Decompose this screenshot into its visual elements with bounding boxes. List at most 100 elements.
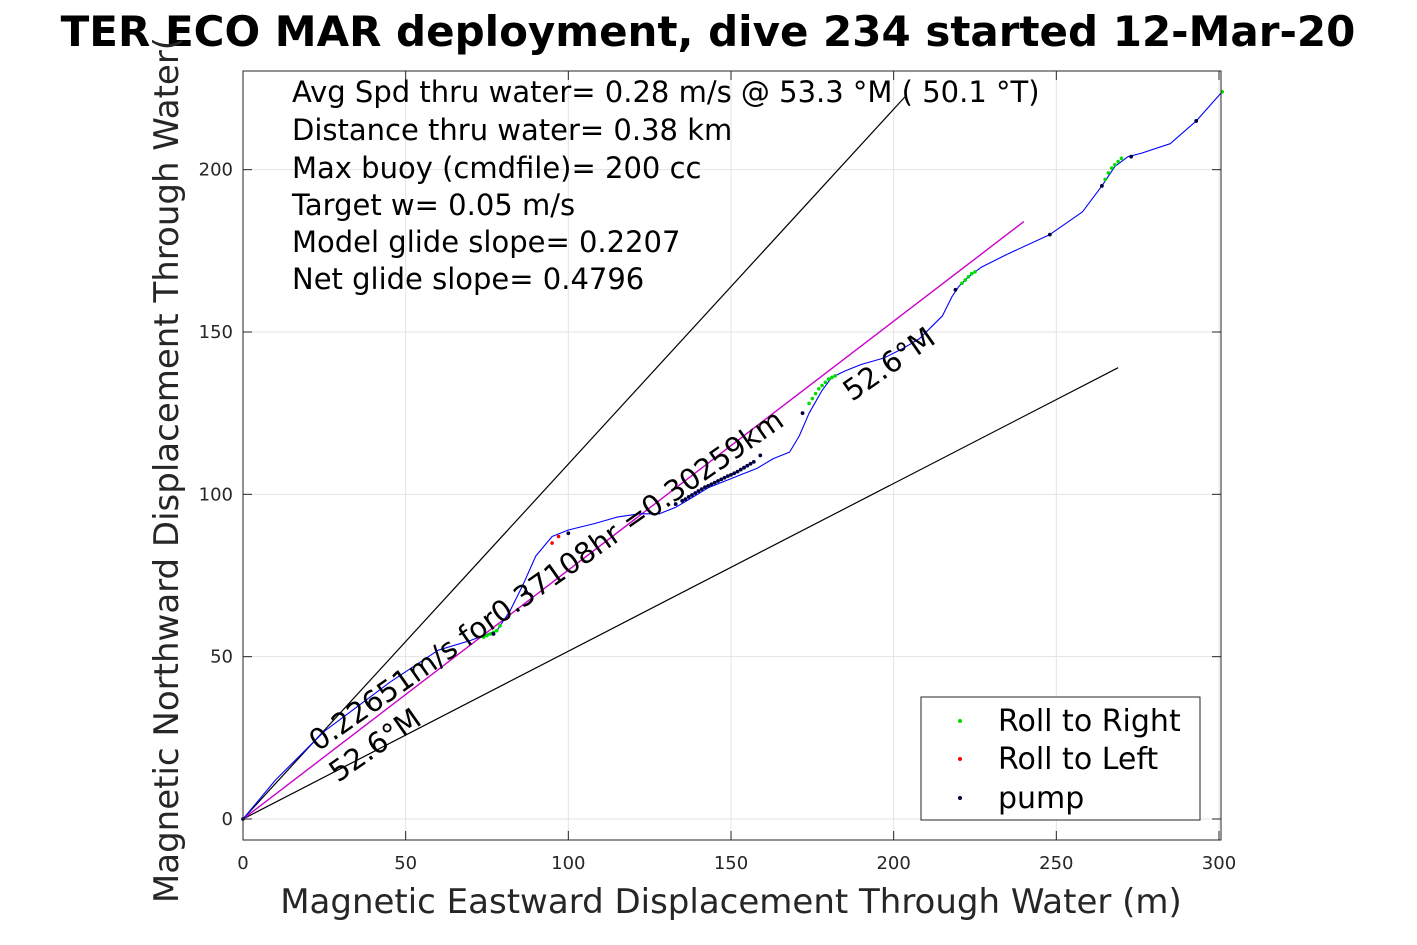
y-tick-label: 150 [199,322,233,343]
roll-right-point [966,275,971,279]
pump-point [735,469,740,474]
pump-point [729,472,733,477]
pump-point [703,485,707,490]
pump-point [706,483,711,488]
roll-right-point [960,281,964,286]
x-tick-label: 0 [237,853,248,874]
legend-marker-roll-right [958,719,962,723]
pump-point [722,475,727,480]
envelope-line [242,94,908,820]
track-line [242,91,1223,820]
pump-point [1129,154,1134,159]
legend-marker-roll-left [958,757,962,761]
axis-ticks: 0 50 100 150 200 250 300 0 50 100 150 200 [199,71,1236,874]
pump-point [690,493,694,497]
x-tick-label: 150 [714,853,748,874]
info-text-block: Avg Spd thru water= 0.28 m/s @ 53.3 °M (… [291,75,1040,296]
pump-point [719,477,724,482]
roll-right-point [963,278,968,282]
roll-left-point [556,534,561,539]
y-tick-label: 100 [199,484,233,505]
roll-right-point [807,401,811,406]
plot-frame [242,70,1222,841]
legend: Roll to Right Roll to Left pump [920,696,1201,821]
pump-point [745,463,750,468]
y-axis-label: Magnetic Northward Displacement Through … [147,37,187,903]
info-line: Target w= 0.05 m/s [291,188,575,222]
pump-point [732,471,737,476]
chart-title: TER ECO MAR deployment, dive 234 started… [61,7,1356,56]
pump-point [1099,183,1104,188]
pump-point [699,487,704,492]
roll-right-point [1116,159,1120,164]
pump-point [800,411,805,416]
roll-right-point [823,380,828,385]
heading-line [242,221,1025,820]
pump-point [751,459,756,464]
roll-right-point [481,635,486,639]
legend-box [920,696,1201,821]
roll-right-point [1113,162,1117,167]
pump-point [716,479,720,483]
roll-right-point [973,270,977,274]
y-tick-label: 50 [210,647,233,668]
pump-point [748,461,753,466]
roll-right-point [833,374,837,378]
envelope-line [242,367,1119,820]
x-tick-label: 100 [551,853,585,874]
x-axis-label: Magnetic Eastward Displacement Through W… [280,882,1182,922]
roll-right-point [498,624,502,628]
pump-point [696,489,701,493]
pump-point [758,453,763,458]
roll-right-point [1106,171,1111,175]
roll-right-point [826,377,831,381]
roll-right-point [1119,156,1124,161]
pump-point [742,465,746,470]
pump-point [693,491,698,495]
pump-point [673,502,678,506]
pump-point [738,467,743,472]
pump-point [1194,119,1199,123]
info-line: Model glide slope= 0.2207 [292,225,680,259]
pump-point [709,482,714,487]
info-line: Distance thru water= 0.38 km [292,113,732,147]
legend-label: Roll to Right [998,704,1181,739]
roll-left-point [550,541,554,545]
roll-right-point [1103,177,1107,182]
pump-point [680,498,685,503]
pump-point [683,497,688,502]
pump-point [566,531,571,536]
roll-right-point [820,383,824,388]
roll-right-point [817,387,821,391]
roll-right-point [485,633,489,638]
info-line: Max buoy (cmdfile)= 200 cc [292,151,701,185]
roll-right-point [813,391,818,396]
pump-point [1047,232,1052,237]
roll-right-point [488,632,493,636]
legend-label: pump [998,781,1084,816]
pump-point [686,495,691,499]
y-tick-label: 200 [199,160,233,181]
envelope-lines [242,94,1119,820]
legend-label: Roll to Left [998,742,1158,777]
x-tick-label: 250 [1039,853,1073,874]
roll-right-point [494,628,499,633]
info-line: Avg Spd thru water= 0.28 m/s @ 53.3 °M (… [292,75,1040,109]
track-series [242,91,1223,820]
pump-point [491,632,496,636]
pump-point [953,287,958,292]
info-line: Net glide slope= 0.4796 [292,262,644,296]
markers [241,89,1225,821]
grid [242,71,1221,840]
x-tick-label: 300 [1202,853,1236,874]
roll-right-point [810,396,815,401]
pump-point [712,480,717,485]
roll-right-point [1109,166,1114,170]
x-tick-label: 50 [394,853,417,874]
y-tick-label: 0 [222,809,233,830]
heading-line-segment [242,221,1025,820]
pump-point [725,474,730,479]
x-tick-label: 200 [876,853,910,874]
roll-right-point [830,375,834,380]
